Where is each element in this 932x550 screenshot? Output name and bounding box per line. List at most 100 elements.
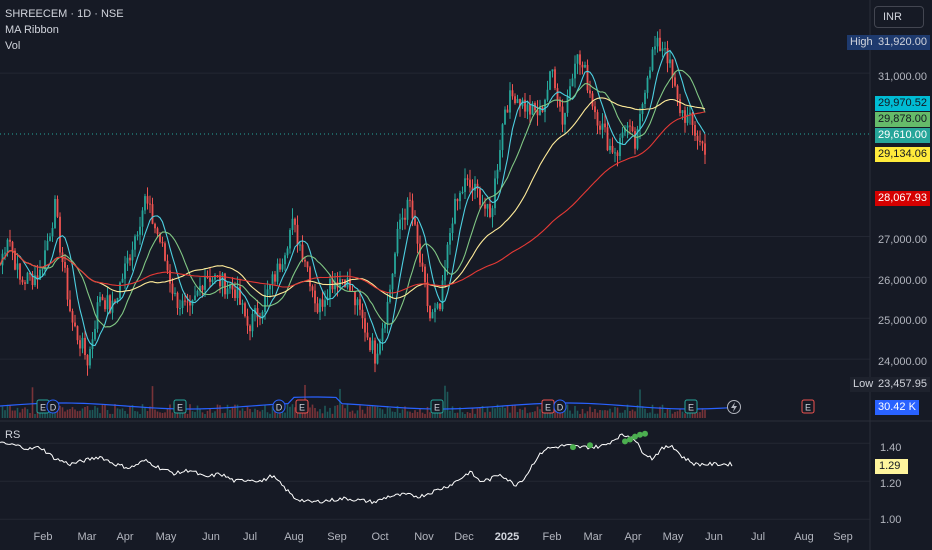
- volume-bar: [581, 408, 584, 418]
- candle-body: [354, 290, 356, 306]
- volume-bar: [494, 408, 496, 418]
- candle-body: [419, 243, 421, 263]
- volume-bar: [9, 405, 11, 418]
- candle-body: [24, 282, 26, 284]
- volume-bar: [354, 413, 356, 418]
- volume-bar: [409, 411, 411, 418]
- volume-bar: [224, 412, 226, 418]
- volume-bar: [249, 408, 251, 418]
- currency-selector[interactable]: INR: [874, 6, 924, 28]
- volume-bar: [429, 412, 431, 418]
- candle-body: [4, 252, 6, 254]
- candle-body: [529, 104, 531, 115]
- ma-ribbon-legend[interactable]: MA Ribbon: [5, 24, 59, 36]
- volume-bar: [529, 412, 531, 418]
- volume-bar: [461, 412, 464, 418]
- candle-body: [224, 273, 226, 295]
- volume-bar: [444, 385, 446, 418]
- volume-bar: [49, 411, 51, 418]
- volume-bar: [94, 406, 96, 418]
- volume-bar: [334, 405, 336, 418]
- rs-legend[interactable]: RS: [5, 429, 21, 441]
- candle-body: [479, 189, 481, 205]
- volume-bar: [11, 410, 14, 418]
- volume-bar: [199, 408, 201, 418]
- candle-body: [411, 200, 414, 219]
- volume-bar: [104, 404, 106, 418]
- volume-bar: [584, 413, 586, 418]
- candle-body: [626, 125, 629, 128]
- volume-bar: [684, 413, 686, 418]
- candle-body: [11, 241, 14, 251]
- volume-bar: [69, 409, 71, 418]
- ma-mid-line: [0, 69, 706, 328]
- candle-body: [456, 198, 459, 202]
- volume-bar: [174, 409, 176, 418]
- volume-bar: [424, 413, 426, 418]
- lightning-icon: [731, 402, 737, 412]
- candle-body: [29, 272, 31, 275]
- ma2-value-tag: 29,878.00: [875, 112, 930, 127]
- candle-body: [464, 178, 466, 192]
- candle-body: [444, 268, 446, 281]
- volume-bar: [466, 412, 469, 418]
- candle-body: [94, 328, 96, 340]
- candles: [1, 29, 706, 376]
- candle-body: [566, 96, 569, 113]
- volume-bar: [264, 404, 266, 418]
- candle-body: [511, 90, 514, 97]
- x-tick-aug: Aug: [284, 531, 304, 543]
- x-tick-mar-2025: Mar: [583, 531, 603, 543]
- candle-body: [459, 192, 461, 202]
- candle-body: [644, 92, 646, 105]
- candle-body: [606, 127, 609, 151]
- candle-body: [309, 267, 311, 287]
- candle-body: [594, 106, 596, 113]
- volume-bar: [509, 412, 511, 418]
- candle-body: [486, 204, 489, 209]
- volume-bar: [699, 412, 701, 418]
- candle-body: [689, 112, 691, 115]
- volume-bar: [501, 405, 504, 418]
- candle-body: [589, 90, 591, 94]
- volume-bar: [339, 388, 341, 418]
- symbol-title[interactable]: SHREECEM · 1D · NSE: [5, 8, 124, 20]
- candle-body: [101, 296, 104, 301]
- candle-body: [601, 123, 604, 130]
- candle-body: [139, 226, 141, 235]
- volume-bar: [419, 408, 421, 418]
- volume-legend[interactable]: Vol: [5, 40, 21, 52]
- volume-bar: [96, 407, 99, 418]
- volume-bar: [661, 404, 664, 418]
- candle-body: [334, 282, 336, 290]
- candle-body: [34, 275, 36, 286]
- candle-body: [134, 236, 136, 250]
- volume-bar: [226, 404, 229, 418]
- candle-body: [184, 300, 186, 302]
- x-tick-sep-2025: Sep: [833, 531, 853, 543]
- candle-body: [114, 300, 116, 302]
- candle-body: [264, 294, 266, 312]
- candle-body: [376, 353, 379, 364]
- rs-value-tag: 1.29: [875, 459, 909, 474]
- volume-bar: [261, 409, 264, 418]
- volume-bar: [449, 410, 451, 418]
- candle-body: [341, 279, 344, 281]
- candle-body: [579, 54, 581, 65]
- candle-body: [569, 86, 571, 97]
- volume-bar: [266, 412, 269, 418]
- candle-body: [231, 285, 234, 290]
- candle-body: [251, 313, 254, 332]
- event-marker-earnings: [295, 399, 309, 414]
- candle-body: [676, 85, 679, 100]
- volume-bar: [281, 411, 284, 418]
- candle-body: [71, 311, 74, 323]
- ma-ribbon-lines: [0, 49, 706, 347]
- event-marker-label: E: [40, 403, 46, 413]
- high-value-tag: 31,920.00: [875, 35, 930, 50]
- candle-body: [489, 204, 491, 217]
- volume-bar: [591, 412, 594, 418]
- x-tick-2025: 2025: [494, 531, 520, 543]
- candle-body: [131, 249, 134, 261]
